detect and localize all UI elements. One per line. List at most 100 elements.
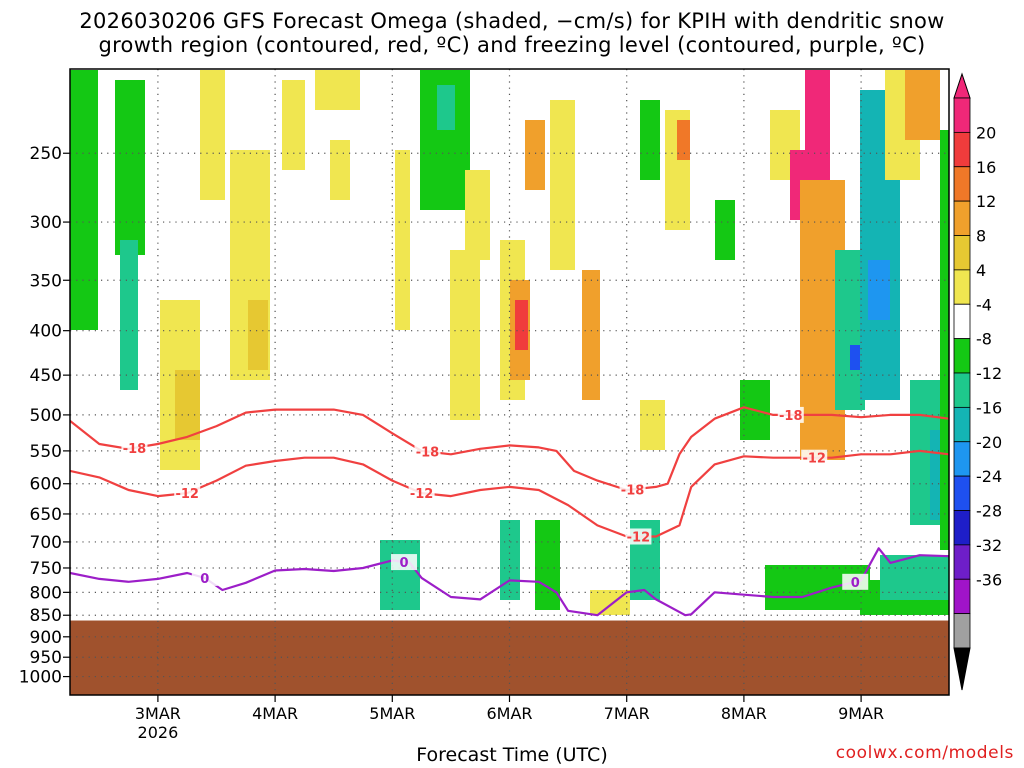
y-tick-label-600: 600 [30, 475, 62, 495]
omega-blob-20 [640, 400, 665, 450]
contour-label-isotherm-1: -12 [410, 487, 434, 502]
y-tick-label-700: 700 [30, 533, 62, 553]
colorbar-band-8 [953, 372, 971, 408]
colorbar-label-11: -28 [976, 502, 1002, 521]
colorbar-band-4 [953, 235, 971, 271]
contour-label-freezing-2: 0 [851, 576, 860, 591]
colorbar-band-1 [953, 131, 971, 168]
colorbar-band-5 [953, 269, 971, 305]
contour-label-bg-freezing-0 [191, 569, 218, 586]
y-tick-label-1000: 1000 [19, 668, 62, 688]
y-tick-label-300: 300 [30, 213, 62, 233]
omega-blob-19 [582, 270, 600, 400]
contour-label-freezing-1: 0 [399, 556, 408, 571]
contour-label-isotherm-0: -18 [123, 442, 147, 457]
omega-blob-13 [465, 170, 490, 260]
omega-blob-49 [395, 150, 410, 330]
omega-blob-11 [437, 85, 455, 130]
site-credit[interactable]: coolwx.com/models [835, 743, 1014, 763]
omega-blob-40 [535, 520, 560, 610]
colorbar-label-4: 4 [976, 261, 986, 280]
contour-label-bg-isotherm-3 [801, 449, 828, 466]
grid-lines [70, 69, 949, 695]
colorbar-label-7: -12 [976, 364, 1002, 383]
colorbar-band-0 [953, 97, 971, 133]
contour-label-bg-freezing-2 [842, 573, 869, 590]
omega-blob-34 [905, 70, 940, 140]
colorbar-label-2: 12 [976, 192, 996, 211]
omega-blob-16 [515, 300, 528, 350]
colorbar-label-1: 16 [976, 158, 996, 177]
omega-blob-47 [315, 70, 360, 110]
x-tick-label-3mar: 3MAR [135, 704, 181, 723]
y-tick-label-650: 650 [30, 505, 62, 525]
colorbar-band-14 [953, 578, 971, 615]
x-tick-label-4mar: 4MAR [252, 704, 298, 723]
omega-blob-18 [550, 100, 575, 270]
colorbar-label-0: 20 [976, 123, 996, 142]
colorbar-band-6 [953, 303, 971, 340]
y-tick-label-350: 350 [30, 271, 62, 291]
y-tick-label-750: 750 [30, 559, 62, 579]
colorbar-band-2 [953, 166, 971, 202]
colorbar-band-13 [953, 544, 971, 580]
colorbar-top-arrow [953, 72, 971, 99]
colorbar-band-9 [953, 406, 971, 443]
contour-label-bg-isotherm-0 [174, 485, 201, 502]
contour-label-isotherm-3: -18 [779, 409, 803, 424]
colorbar-label-10: -24 [976, 467, 1002, 486]
omega-blob-17 [525, 120, 545, 190]
colorbar-legend: 20 16 12 8 4 -4 -8 -12 -16 -20 -24 -28 -32 -36 [953, 72, 1002, 691]
x-tick-label-9mar: 9MAR [838, 704, 884, 723]
y-tick-label-900: 900 [30, 628, 62, 648]
contour-label-freezing-0: 0 [200, 572, 209, 587]
omega-blob-9 [282, 80, 305, 170]
colorbar-label-12: -32 [976, 536, 1002, 555]
y-tick-label-250: 250 [30, 144, 62, 164]
colorbar-label-6: -8 [976, 330, 992, 349]
colorbar-band-7 [953, 338, 971, 374]
x-tick-label-8mar: 8MAR [721, 704, 767, 723]
y-tick-label-550: 550 [30, 442, 62, 462]
contour-label-bg-freezing-1 [391, 554, 418, 571]
omega-blob-37 [940, 130, 949, 550]
y-tick-label-450: 450 [30, 366, 62, 386]
chart-title-line-1: 2026030206 GFS Forecast Omega (shaded, −… [79, 9, 945, 33]
colorbar-band-3 [953, 200, 971, 236]
omega-shading [70, 70, 949, 615]
y-tick-label-950: 950 [30, 648, 62, 668]
contour-label-bg-isotherm-3 [777, 406, 804, 423]
colorbar-label-9: -20 [976, 433, 1002, 452]
colorbar-band-12 [953, 510, 971, 546]
contour-label-bg-isotherm-0 [121, 439, 148, 456]
contour-label-isotherm-2: -18 [621, 483, 645, 498]
y-tick-label-800: 800 [30, 583, 62, 603]
contour-label-bg-isotherm-1 [408, 485, 435, 502]
omega-blob-12 [450, 250, 480, 420]
omega-blob-30 [850, 345, 862, 370]
y-tick-label-850: 850 [30, 606, 62, 626]
colorbar-label-5: -4 [976, 295, 992, 314]
colorbar-band-15 [953, 613, 971, 649]
y-tick-label-500: 500 [30, 406, 62, 426]
contour-line-freezing-0 [70, 547, 949, 617]
colorbar-bottom-arrow [953, 647, 971, 691]
omega-blob-6 [200, 70, 225, 200]
omega-blob-46 [640, 100, 660, 180]
omega-blob-48 [330, 140, 350, 200]
colorbar-band-11 [953, 475, 971, 511]
colorbar-label-13: -36 [976, 570, 1002, 589]
chart-title-line-2: growth region (contoured, red, ºC) and f… [98, 33, 926, 57]
x-tick-label-6mar: 6MAR [486, 704, 532, 723]
x-tick-sublabel-year: 2026 [138, 723, 179, 742]
colorbar-label-8: -16 [976, 398, 1002, 417]
omega-blob-23 [715, 200, 735, 260]
contour-label-bg-isotherm-1 [414, 443, 441, 460]
contour-labels: -18 -18 -18 -18 -12 -12 -12 -12 0 0 0 [121, 406, 869, 591]
omega-blob-3 [120, 240, 138, 390]
x-tick-label-5mar: 5MAR [369, 704, 415, 723]
contour-label-isotherm-0: -12 [175, 487, 199, 502]
contour-label-bg-isotherm-2 [625, 528, 652, 545]
